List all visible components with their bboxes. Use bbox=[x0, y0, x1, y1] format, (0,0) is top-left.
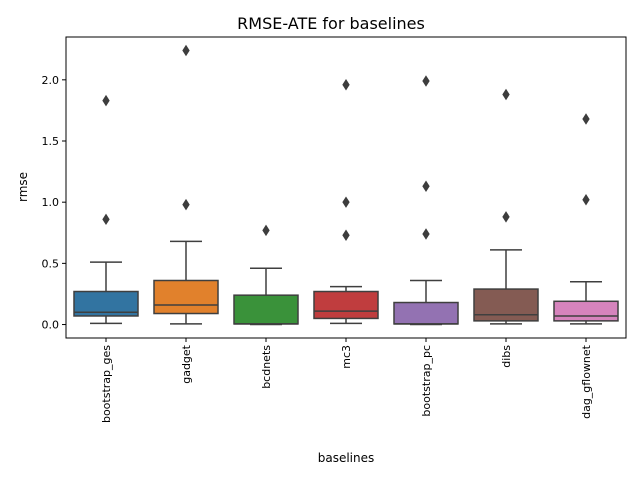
x-tick-label: bootstrap_ges bbox=[100, 345, 113, 423]
y-tick-label: 0.5 bbox=[42, 257, 60, 270]
outlier-point bbox=[342, 196, 350, 208]
box-body bbox=[393, 301, 459, 325]
outlier-point bbox=[102, 94, 110, 107]
outlier-point bbox=[422, 75, 430, 87]
x-tick-label: dag_gflownet bbox=[580, 344, 593, 419]
box-body bbox=[553, 300, 619, 322]
box-gadget bbox=[153, 44, 219, 325]
outlier-point bbox=[502, 88, 510, 101]
box-bootstrap_ges bbox=[73, 94, 139, 325]
box-dibs bbox=[473, 88, 539, 325]
box-body bbox=[473, 288, 539, 322]
box-body bbox=[153, 279, 219, 315]
box-bcdnets bbox=[233, 224, 299, 326]
y-tick-label: 1.5 bbox=[42, 135, 60, 148]
outlier-point bbox=[582, 113, 590, 125]
chart-title: RMSE-ATE for baselines bbox=[237, 14, 425, 33]
x-tick-label: mc3 bbox=[340, 345, 353, 369]
box-body bbox=[313, 290, 379, 320]
box-body bbox=[233, 294, 299, 325]
outlier-point bbox=[182, 44, 190, 57]
outlier-point bbox=[102, 213, 110, 226]
x-tick-label: dibs bbox=[500, 345, 513, 368]
box-bootstrap_pc bbox=[393, 75, 459, 326]
y-axis-ticks: 0.0 0.5 1.0 1.5 2.0 bbox=[42, 74, 66, 332]
x-tick-label: bcdnets bbox=[260, 345, 273, 389]
y-tick-label: 0.0 bbox=[42, 319, 60, 332]
y-axis-label: rmse bbox=[16, 172, 30, 202]
outlier-point bbox=[262, 224, 270, 237]
outlier-point bbox=[342, 78, 350, 91]
outlier-point bbox=[582, 193, 590, 206]
x-axis-ticks: bootstrap_ges gadget bcdnets mc3 bootstrap_p… bbox=[100, 338, 593, 423]
outlier-point bbox=[422, 180, 430, 193]
y-tick-label: 2.0 bbox=[42, 74, 60, 87]
plot-area bbox=[73, 44, 619, 326]
x-tick-label: gadget bbox=[180, 344, 193, 383]
x-axis-label: baselines bbox=[318, 451, 375, 465]
box-dag_gflownet bbox=[553, 113, 619, 325]
box-mc3 bbox=[313, 78, 379, 325]
x-tick-label: bootstrap_pc bbox=[420, 345, 433, 417]
outlier-point bbox=[182, 198, 190, 211]
outlier-point bbox=[342, 229, 350, 241]
y-tick-label: 1.0 bbox=[42, 196, 60, 209]
outlier-point bbox=[422, 228, 430, 240]
outlier-point bbox=[502, 211, 510, 223]
